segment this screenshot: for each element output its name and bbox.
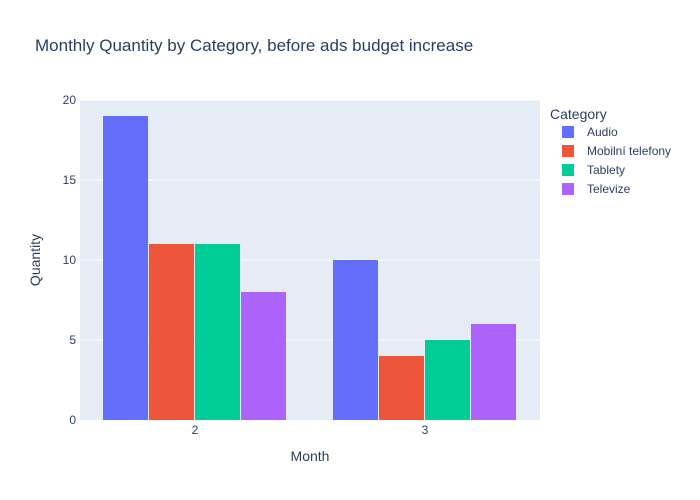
bars [103,116,516,420]
bar[interactable] [149,244,194,420]
y-tick-label: 15 [63,173,77,187]
bar[interactable] [195,244,240,420]
y-tick-label: 10 [63,253,77,267]
y-tick-labels: 0 5 10 15 20 [63,93,77,427]
y-tick-label: 20 [63,93,77,107]
legend-swatch[interactable] [562,183,574,195]
y-tick-label: 5 [69,333,76,347]
bar[interactable] [379,356,424,420]
y-tick-label: 0 [69,413,76,427]
legend-label[interactable]: Audio [587,125,618,139]
legend-label[interactable]: Tablety [587,163,625,177]
legend-label[interactable]: Televize [587,182,631,196]
bar[interactable] [333,260,378,420]
bar[interactable] [241,292,286,420]
legend-swatch[interactable] [562,145,574,157]
chart-title: Monthly Quantity by Category, before ads… [35,36,473,55]
legend-title: Category [550,106,607,122]
bar[interactable] [471,324,516,420]
x-tick-label: 3 [422,423,429,437]
y-axis-title: Quantity [27,234,43,286]
bar[interactable] [425,340,470,420]
x-axis-title: Month [291,448,330,464]
legend-swatch[interactable] [562,126,574,138]
legend-swatch[interactable] [562,164,574,176]
bar[interactable] [103,116,148,420]
x-tick-label: 2 [192,423,199,437]
legend-label[interactable]: Mobilní telefony [587,144,671,158]
legend[interactable]: Category Audio Mobilní telefony Tablety Tel… [550,106,671,196]
